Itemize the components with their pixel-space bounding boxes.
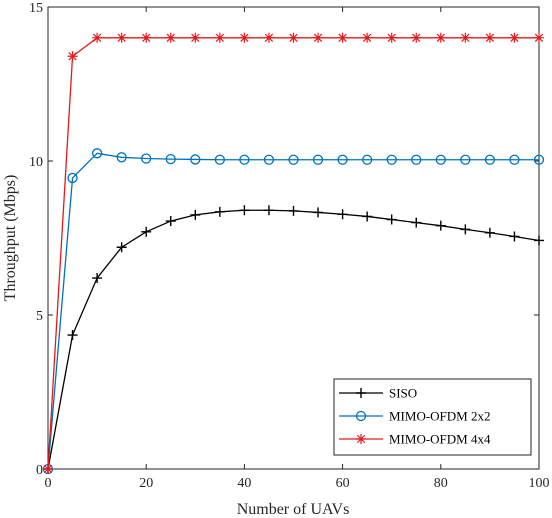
data-point (141, 226, 152, 237)
y-axis-label: Throughput (Mbps) (2, 175, 19, 302)
data-point (288, 32, 299, 43)
x-tick-label: 40 (237, 476, 251, 491)
y-tick-label: 5 (36, 309, 43, 324)
legend-label: SISO (389, 386, 417, 401)
data-point (92, 32, 103, 43)
data-point (313, 207, 324, 218)
legend-marker (356, 434, 366, 444)
data-point (288, 205, 299, 216)
data-point (362, 32, 373, 43)
axis-tick-labels: 0 20 40 60 80 100 0 5 10 15 (29, 1, 550, 491)
data-point (239, 154, 250, 165)
data-point (190, 32, 201, 43)
data-point (484, 227, 495, 238)
series-2 (43, 32, 544, 474)
x-tick-label: 80 (434, 476, 448, 491)
series-1 (42, 148, 545, 475)
data-point (91, 148, 103, 159)
data-point (435, 154, 446, 165)
data-point (312, 154, 324, 165)
data-point (337, 32, 348, 43)
data-point (116, 32, 127, 43)
data-point (67, 51, 78, 62)
data-point (263, 205, 274, 216)
data-point (190, 209, 201, 220)
data-point (534, 235, 544, 246)
data-point (435, 220, 446, 231)
data-point (288, 154, 299, 165)
data-point (190, 154, 201, 165)
data-point (386, 32, 397, 43)
data-point (362, 211, 373, 222)
x-tick-label: 0 (45, 476, 52, 491)
legend-label: MIMO-OFDM 2x2 (389, 409, 490, 424)
data-point (411, 154, 422, 165)
legend-label: MIMO-OFDM 4x4 (389, 432, 491, 447)
data-point (337, 209, 348, 220)
data-point (509, 32, 520, 43)
data-point (67, 330, 78, 341)
data-point (263, 154, 275, 165)
data-point (460, 154, 471, 165)
y-tick-label: 15 (29, 1, 43, 16)
data-point (534, 32, 544, 43)
data-point (533, 154, 545, 165)
data-point (239, 205, 250, 216)
data-point (386, 154, 397, 165)
x-tick-label: 100 (529, 476, 550, 491)
data-point (141, 153, 152, 164)
x-axis-label: Number of UAVs (237, 501, 350, 518)
x-tick-label: 20 (139, 476, 153, 491)
data-point (165, 216, 176, 227)
data-point (460, 32, 471, 43)
data-point (509, 231, 520, 242)
data-point (386, 214, 397, 225)
data-point (116, 242, 127, 253)
legend-marker (356, 388, 366, 398)
legend-marker (355, 410, 367, 422)
data-point (484, 154, 496, 165)
y-tick-label: 10 (29, 155, 43, 170)
data-point (67, 172, 78, 184)
data-point (337, 154, 348, 165)
data-point (435, 32, 446, 43)
data-point (509, 154, 520, 165)
data-point (361, 154, 373, 165)
data-point (92, 273, 103, 284)
data-point (43, 464, 53, 474)
data-point (411, 217, 422, 228)
legend: SISO MIMO-OFDM 2x2 MIMO-OFDM 4x4 (333, 378, 532, 456)
data-point (116, 152, 127, 163)
series-group (42, 32, 545, 475)
data-point (214, 154, 226, 165)
data-point (214, 206, 225, 217)
series-line (47, 152, 539, 470)
data-point (263, 32, 274, 43)
data-point (313, 32, 324, 43)
x-tick-label: 60 (336, 476, 350, 491)
data-point (484, 32, 495, 43)
data-point (165, 154, 176, 165)
y-tick-label: 0 (36, 463, 43, 478)
legend-box (333, 378, 532, 456)
data-point (214, 32, 225, 43)
data-point (165, 32, 176, 43)
data-point (411, 32, 422, 43)
data-point (141, 32, 152, 43)
data-point (239, 32, 250, 43)
data-point (460, 224, 471, 235)
